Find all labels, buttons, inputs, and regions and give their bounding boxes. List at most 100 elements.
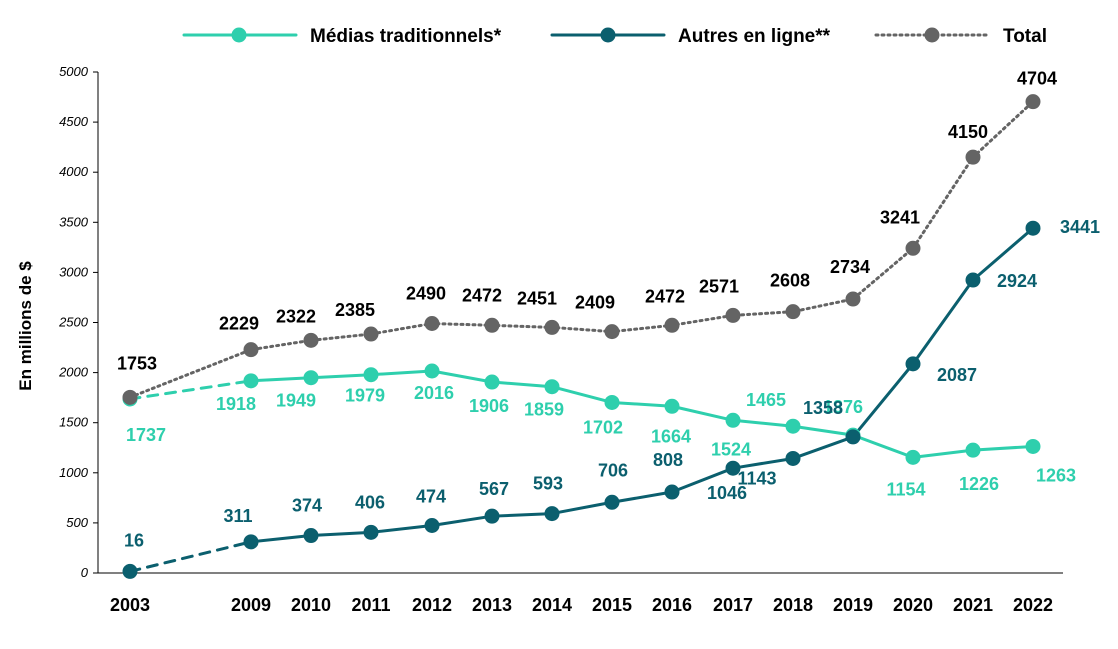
y-tick-label: 3500 bbox=[59, 214, 89, 229]
online-label: 406 bbox=[355, 492, 385, 512]
traditional-label: 1859 bbox=[524, 400, 564, 420]
traditional-label: 1154 bbox=[886, 479, 925, 499]
traditional-label: 1702 bbox=[583, 417, 623, 437]
traditional-point bbox=[905, 449, 921, 465]
x-tick-label: 2018 bbox=[773, 595, 813, 615]
online-series-line bbox=[249, 226, 1035, 544]
total-label: 2734 bbox=[830, 257, 870, 277]
online-label: 1358 bbox=[803, 398, 843, 418]
x-tick-label: 2020 bbox=[893, 595, 933, 615]
online-point bbox=[243, 534, 259, 550]
total-label: 4150 bbox=[948, 122, 988, 142]
online-point bbox=[484, 508, 500, 524]
x-tick-label: 2013 bbox=[472, 595, 512, 615]
traditional-point bbox=[725, 412, 741, 428]
traditional-label: 1524 bbox=[711, 439, 751, 459]
x-tick-label: 2019 bbox=[833, 595, 873, 615]
online-label: 593 bbox=[533, 474, 563, 494]
online-label: 16 bbox=[124, 530, 144, 550]
traditional-label: 1918 bbox=[216, 394, 256, 414]
y-axis-label: En millions de $ bbox=[16, 261, 35, 391]
y-tick-label: 5000 bbox=[59, 64, 89, 79]
traditional-label: 1949 bbox=[276, 391, 316, 411]
total-label: 2409 bbox=[575, 293, 615, 313]
y-tick-label: 4000 bbox=[59, 164, 89, 179]
legend-traditional-marker bbox=[231, 27, 247, 43]
total-label: 2490 bbox=[406, 284, 446, 304]
traditional-series-line bbox=[249, 369, 1035, 459]
total-point bbox=[363, 326, 379, 342]
series-lines bbox=[128, 100, 1035, 573]
traditional-series-gap-segment bbox=[128, 379, 253, 401]
traditional-label: 2016 bbox=[414, 383, 454, 403]
legend: Médias traditionnels* Autres en ligne** To… bbox=[182, 26, 1047, 47]
x-tick-label: 2011 bbox=[351, 595, 390, 615]
traditional-label: 1737 bbox=[126, 425, 166, 445]
x-tick-label: 2015 bbox=[592, 595, 632, 615]
total-label: 2322 bbox=[276, 306, 316, 326]
total-label: 2472 bbox=[645, 286, 685, 306]
legend-total-label: Total bbox=[1003, 26, 1047, 47]
traditional-point bbox=[965, 442, 981, 458]
data-labels: 1753 2229 2322 2385 2490 2472 2451 2409 2472 2571… bbox=[117, 69, 1100, 551]
total-label: 2608 bbox=[770, 271, 810, 291]
x-tick-label: 2021 bbox=[953, 595, 993, 615]
total-point bbox=[965, 149, 981, 165]
online-point bbox=[363, 524, 379, 540]
online-label: 567 bbox=[479, 479, 509, 499]
traditional-point bbox=[363, 367, 379, 383]
online-point bbox=[604, 494, 620, 510]
y-tick-label: 0 bbox=[81, 565, 89, 580]
traditional-label: 1465 bbox=[746, 390, 786, 410]
total-point bbox=[664, 317, 680, 333]
total-point bbox=[424, 316, 440, 332]
series-points bbox=[122, 94, 1041, 579]
x-tick-label: 2010 bbox=[291, 595, 331, 615]
online-point bbox=[1025, 220, 1041, 236]
y-tick-label: 500 bbox=[66, 515, 88, 530]
total-label: 2571 bbox=[699, 276, 739, 296]
total-label: 2385 bbox=[335, 300, 375, 320]
legend-online-marker bbox=[600, 27, 616, 43]
online-point bbox=[664, 484, 680, 500]
total-point bbox=[243, 342, 259, 358]
online-series-gap-segment bbox=[128, 540, 253, 573]
total-point bbox=[905, 240, 921, 256]
online-point bbox=[544, 506, 560, 522]
traditional-label: 1979 bbox=[345, 386, 385, 406]
x-tick-label: 2016 bbox=[652, 595, 692, 615]
total-label: 3241 bbox=[880, 207, 920, 227]
traditional-label: 1664 bbox=[651, 426, 691, 446]
traditional-label: 1906 bbox=[469, 396, 509, 416]
traditional-point bbox=[424, 363, 440, 379]
traditional-point bbox=[785, 418, 801, 434]
online-label: 311 bbox=[223, 506, 252, 526]
total-point bbox=[1025, 94, 1041, 110]
online-point bbox=[122, 563, 138, 579]
y-tick-label: 2500 bbox=[58, 315, 89, 330]
y-tick-label: 1000 bbox=[59, 465, 89, 480]
axes: 0 500 1000 1500 2000 2500 3000 3500 4000 4500 5000… bbox=[58, 64, 1063, 615]
legend-total-marker bbox=[924, 27, 940, 43]
y-tick-label: 3000 bbox=[59, 264, 89, 279]
traditional-point bbox=[243, 373, 259, 389]
total-label: 2472 bbox=[462, 285, 502, 305]
total-point bbox=[785, 304, 801, 320]
traditional-label: 1226 bbox=[959, 474, 999, 494]
traditional-point bbox=[1025, 438, 1041, 454]
x-tick-label: 2022 bbox=[1013, 595, 1053, 615]
total-series-line bbox=[128, 100, 1035, 399]
online-label: 2087 bbox=[937, 365, 977, 385]
x-tick-label: 2014 bbox=[532, 595, 572, 615]
x-tick-label: 2003 bbox=[110, 595, 150, 615]
total-label: 2229 bbox=[219, 314, 259, 334]
legend-online-label: Autres en ligne** bbox=[678, 26, 831, 47]
total-label: 1753 bbox=[117, 353, 157, 373]
y-tick-label: 2000 bbox=[58, 365, 89, 380]
total-point bbox=[122, 389, 138, 405]
y-tick-label: 1500 bbox=[59, 415, 89, 430]
online-label: 3441 bbox=[1060, 217, 1100, 237]
traditional-label: 1376 bbox=[823, 397, 863, 417]
legend-traditional-label: Médias traditionnels* bbox=[310, 26, 502, 47]
total-point bbox=[484, 317, 500, 333]
